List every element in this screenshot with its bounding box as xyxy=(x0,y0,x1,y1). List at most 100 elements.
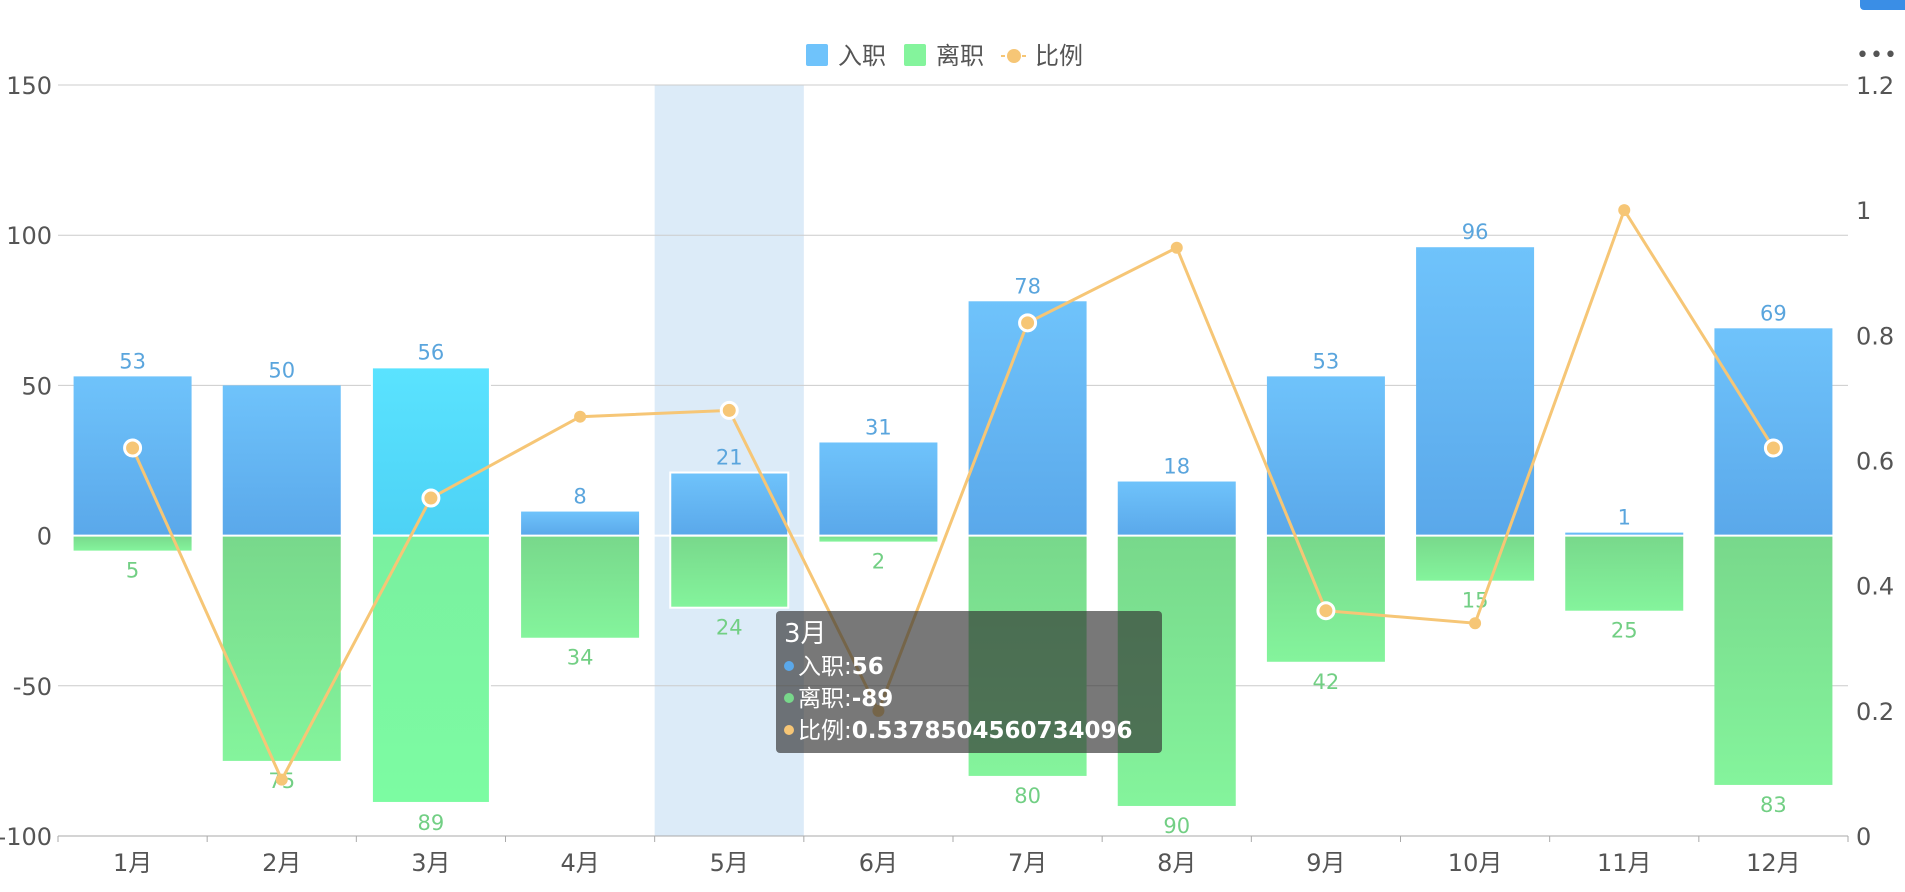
tooltip-sep-leave: : xyxy=(844,686,852,712)
chart-tooltip: 3月 入职:56 离职:-89 比例:0.5378504560734096 xyxy=(776,611,1162,753)
x-tick-label: 9月 xyxy=(1306,849,1345,877)
bar-hire xyxy=(1565,532,1684,536)
tooltip-value-leave: -89 xyxy=(851,686,894,712)
x-tick-label: 3月 xyxy=(411,849,450,877)
bar-leave xyxy=(521,535,640,638)
ratio-point xyxy=(1316,601,1336,621)
tooltip-dot-ratio xyxy=(784,724,794,735)
bar-hire xyxy=(1416,247,1535,536)
y-left-tick-label: 150 xyxy=(6,72,52,100)
legend-swatch-hire xyxy=(806,44,828,66)
tooltip-name-hire: 入职 xyxy=(798,654,844,680)
y-right-tick-label: 0.8 xyxy=(1856,322,1894,350)
bar-leave xyxy=(1416,535,1535,581)
bar-hire xyxy=(521,511,640,536)
legend: 入职 离职 比例 xyxy=(806,42,1083,70)
series-line-ratio xyxy=(131,206,1775,784)
y-right-tick-label: 0.4 xyxy=(1856,573,1894,601)
legend-label-hire: 入职 xyxy=(838,42,886,70)
tooltip-row-ratio: 比例:0.5378504560734096 xyxy=(784,715,1154,747)
data-label-hire: 31 xyxy=(865,415,892,439)
ratio-point xyxy=(574,410,587,423)
bar-hire xyxy=(1714,328,1833,536)
data-label-hire: 21 xyxy=(716,446,743,470)
y-left-tick-label: 100 xyxy=(6,222,52,250)
data-label-leave: 42 xyxy=(1313,670,1340,694)
ratio-point xyxy=(123,438,143,458)
ratio-point xyxy=(1763,438,1783,458)
data-label-hire: 18 xyxy=(1163,455,1190,479)
legend-marker-ratio xyxy=(1007,49,1021,63)
x-tick-label: 4月 xyxy=(560,849,599,877)
bar-leave xyxy=(669,534,790,609)
toolbar-button[interactable] xyxy=(1860,0,1905,10)
y-right-tick-label: 0 xyxy=(1856,823,1871,851)
tooltip-value-ratio: 0.5378504560734096 xyxy=(851,718,1133,744)
bar-hire xyxy=(222,385,341,536)
ratio-point xyxy=(719,400,739,420)
data-label-hire: 50 xyxy=(268,358,295,382)
bar-hire xyxy=(669,471,790,537)
x-tick-label: 2月 xyxy=(262,849,301,877)
tooltip-dot-hire xyxy=(784,660,794,671)
ratio-point xyxy=(1170,241,1183,254)
data-label-leave: 2 xyxy=(872,550,885,574)
tooltip-value-hire: 56 xyxy=(851,654,884,680)
x-tick-label: 6月 xyxy=(859,849,898,877)
x-tick-label: 11月 xyxy=(1597,849,1652,877)
bar-leave xyxy=(222,535,341,761)
more-dots-icon[interactable]: ••• xyxy=(1856,43,1898,68)
tooltip-row-leave: 离职:-89 xyxy=(784,683,1154,715)
data-label-leave: 80 xyxy=(1014,784,1041,808)
x-tick-label: 12月 xyxy=(1746,849,1801,877)
tooltip-title: 3月 xyxy=(784,619,827,649)
ratio-point xyxy=(275,773,288,786)
legend-swatch-leave xyxy=(904,44,926,66)
tooltip-name-ratio: 比例 xyxy=(798,718,844,744)
data-label-hire: 78 xyxy=(1014,274,1041,298)
y-left-tick-label: -50 xyxy=(13,673,52,701)
x-tick-label: 10月 xyxy=(1448,849,1503,877)
data-label-hire: 56 xyxy=(418,340,445,364)
y-right-tick-label: 1 xyxy=(1856,197,1871,225)
bar-hire xyxy=(1266,376,1385,536)
bar-hire xyxy=(1117,481,1236,536)
bar-leave xyxy=(1714,535,1833,785)
bar-leave xyxy=(1266,535,1385,662)
data-label-hire: 53 xyxy=(119,349,146,373)
y-left-tick-label: 50 xyxy=(21,372,52,400)
data-label-hire: 8 xyxy=(573,485,586,509)
tooltip-sep-ratio: : xyxy=(844,718,852,744)
y-right-tick-label: 1.2 xyxy=(1856,72,1894,100)
x-tick-label: 8月 xyxy=(1157,849,1196,877)
tooltip-dot-leave xyxy=(784,692,794,703)
bar-hire xyxy=(819,442,938,536)
tooltip-name-leave: 离职 xyxy=(798,686,844,712)
bar-leave xyxy=(73,535,192,551)
ratio-point xyxy=(421,488,441,508)
ratio-point xyxy=(1018,313,1038,333)
bar-leave xyxy=(819,535,938,542)
y-right-tick-label: 0.2 xyxy=(1856,698,1894,726)
bar-hire xyxy=(370,366,491,537)
data-label-leave: 89 xyxy=(418,811,445,835)
x-tick-label: 1月 xyxy=(113,849,152,877)
data-label-hire: 53 xyxy=(1313,349,1340,373)
tooltip-row-hire: 入职:56 xyxy=(784,651,1154,683)
tooltip-sep-hire: : xyxy=(844,654,852,680)
data-label-leave: 90 xyxy=(1163,814,1190,838)
legend-label-ratio: 比例 xyxy=(1035,42,1083,70)
y-left-tick-label: -100 xyxy=(0,823,52,851)
ratio-point xyxy=(1618,204,1631,217)
data-label-leave: 83 xyxy=(1760,793,1787,817)
bar-leave xyxy=(1565,535,1684,611)
x-tick-label: 7月 xyxy=(1008,849,1047,877)
data-label-hire: 96 xyxy=(1462,220,1489,244)
bar-hire xyxy=(968,301,1087,536)
ratio-point xyxy=(1469,617,1482,630)
x-tick-label: 5月 xyxy=(710,849,749,877)
data-label-leave: 5 xyxy=(126,559,139,583)
y-right-tick-label: 0.6 xyxy=(1856,448,1894,476)
